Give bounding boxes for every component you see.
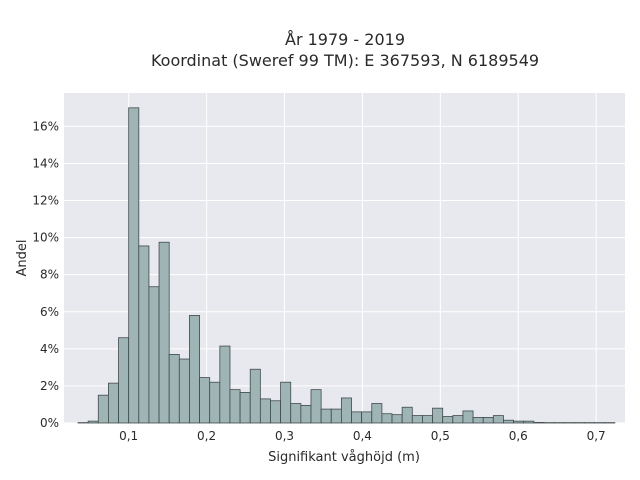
histogram-bar [533, 422, 545, 424]
chart-title-line-2: Koordinat (Sweref 99 TM): E 367593, N 61… [151, 51, 539, 70]
histogram-bar [199, 377, 211, 424]
y-tick-label: 12% [32, 194, 59, 208]
histogram-bar [391, 414, 403, 424]
histogram-bar [503, 419, 514, 424]
y-tick-label: 4% [40, 342, 59, 356]
histogram-bar [97, 394, 109, 424]
histogram-bar [401, 406, 413, 424]
histogram-bar [462, 410, 474, 424]
y-tick-label: 14% [32, 156, 59, 170]
histogram-bar [320, 408, 332, 424]
histogram-bar [219, 345, 231, 424]
histogram-bar [87, 420, 99, 424]
histogram-bar [290, 403, 302, 424]
histogram-bar [148, 286, 160, 424]
histogram-bar [229, 389, 241, 424]
histogram-bar [330, 408, 342, 424]
y-tick-label: 10% [32, 231, 59, 245]
histogram-bar [118, 337, 130, 424]
histogram-bar [300, 404, 312, 424]
histogram-bar [280, 381, 292, 424]
histogram-bar [513, 420, 525, 424]
x-tick-label: 0,3 [275, 429, 294, 443]
y-tick-label: 6% [40, 305, 59, 319]
histogram-bar [492, 415, 504, 424]
histogram-bar [472, 417, 484, 424]
histogram-bar [249, 368, 261, 424]
histogram-bar [432, 407, 444, 424]
y-tick-label: 8% [40, 268, 59, 282]
histogram-bar [340, 397, 352, 424]
chart-title-line-1: År 1979 - 2019 [285, 30, 405, 49]
histogram-bar [189, 315, 200, 424]
x-tick-label: 0,4 [353, 429, 372, 443]
y-tick-label: 0% [40, 416, 59, 430]
histogram-bar [158, 241, 170, 424]
y-axis-label: Andel [15, 240, 30, 277]
x-axis-ticks: 0,1 0,2 0,3 0,4 0,5 0,6 0,7 [119, 429, 606, 443]
histogram-bar [239, 392, 251, 424]
y-tick-label: 16% [32, 119, 59, 133]
histogram-bar [138, 245, 150, 424]
histogram-bar [442, 416, 454, 424]
x-tick-label: 0,5 [431, 429, 450, 443]
histogram-bar [168, 354, 180, 424]
histogram-bar [351, 411, 363, 424]
x-tick-label: 0,6 [509, 429, 528, 443]
y-axis-ticks: 0% 2% 4% 6% 8% 10% 12% 14% 16% [32, 119, 59, 430]
histogram-bar [482, 417, 494, 424]
histogram-bar [209, 381, 221, 424]
histogram-bar [411, 415, 423, 424]
histogram-bar [381, 413, 393, 424]
histogram-bars [77, 107, 616, 424]
histogram-bar [310, 389, 322, 424]
histogram-bar [259, 398, 271, 424]
x-axis-label: Signifikant våghöjd (m) [268, 450, 420, 465]
histogram-bar [128, 107, 140, 424]
histogram-bar [178, 358, 190, 424]
x-tick-label: 0,2 [197, 429, 216, 443]
histogram-bar [270, 400, 282, 424]
histogram-bar [523, 420, 535, 424]
histogram-bar [371, 403, 383, 424]
x-tick-label: 0,7 [587, 429, 606, 443]
y-tick-label: 2% [40, 379, 59, 393]
histogram-bar [361, 411, 373, 424]
histogram-bar [452, 415, 464, 424]
histogram-bar [108, 382, 119, 424]
histogram-bar [422, 415, 433, 424]
x-tick-label: 0,1 [119, 429, 138, 443]
